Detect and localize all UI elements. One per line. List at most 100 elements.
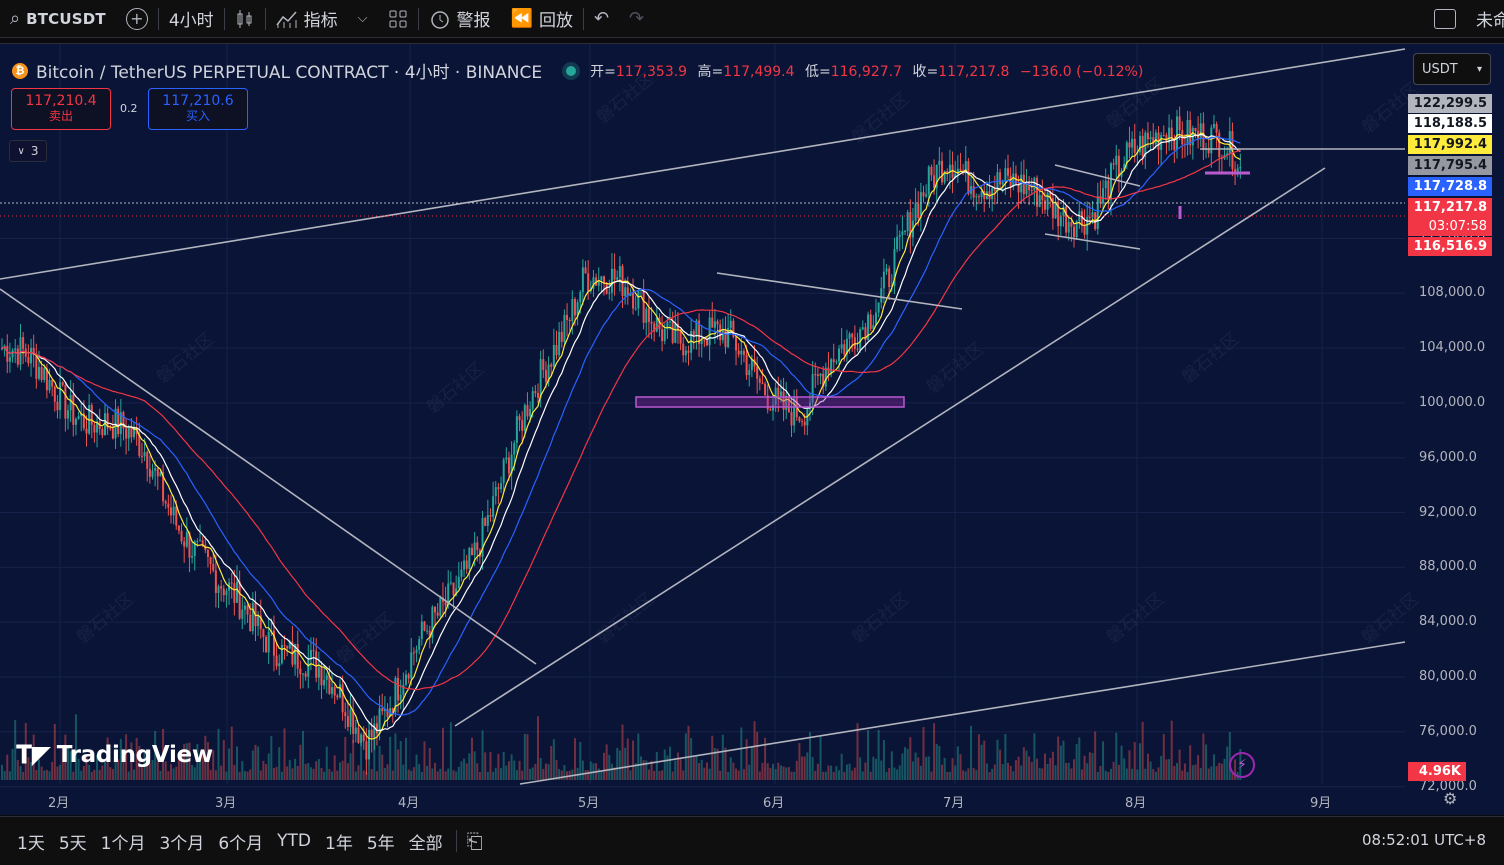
volume-bar (375, 771, 378, 780)
volume-bar (302, 730, 305, 780)
candle-body (447, 583, 450, 606)
redo-button[interactable]: ↷ (619, 0, 654, 38)
volume-bar (362, 770, 365, 780)
volume-bar (785, 767, 788, 780)
candle-body (199, 540, 202, 542)
candle-body (426, 630, 429, 632)
range-button[interactable]: 1年 (325, 833, 353, 854)
volume-bar (294, 758, 297, 780)
sell-button[interactable]: 117,210.4 卖出 (11, 88, 111, 130)
time-tick: 4月 (398, 796, 420, 811)
add-symbol-button[interactable]: + (116, 0, 158, 38)
indicators-button[interactable]: 指标 (266, 0, 348, 38)
volume-bar (309, 767, 312, 780)
chart-canvas[interactable] (0, 44, 1504, 816)
high-key: 高= (697, 63, 724, 80)
candle-body (188, 532, 191, 558)
candle-body (948, 164, 951, 173)
candle-body (278, 663, 281, 667)
candle-body (90, 405, 93, 425)
candle-body (1239, 166, 1242, 169)
range-button[interactable]: 全部 (408, 833, 443, 854)
undo-button[interactable]: ↶ (584, 0, 619, 38)
layouts-button[interactable] (378, 0, 418, 38)
candle-body (24, 348, 27, 357)
divider (455, 830, 457, 852)
volume-bar (280, 771, 283, 780)
candle-body (280, 644, 283, 664)
candle-body (125, 428, 128, 439)
volume-bar (32, 734, 35, 780)
candle-body (666, 321, 669, 330)
candle-body (566, 314, 569, 320)
volume-bar (711, 735, 714, 780)
date-range-icon[interactable]: ⎗ (466, 829, 483, 853)
volume-bar (708, 768, 711, 780)
volume-bar (1096, 771, 1099, 780)
volume-bar (169, 764, 172, 780)
volume-bar (666, 755, 669, 780)
volume-bar (96, 754, 99, 780)
candle-body (1210, 127, 1213, 154)
volume-bar (761, 762, 764, 780)
candle-body (323, 679, 326, 686)
range-button[interactable]: 1个月 (100, 833, 146, 854)
volume-bar (106, 737, 109, 780)
candle-body (737, 350, 740, 355)
volume-bar (22, 771, 25, 780)
volume-bar (793, 771, 796, 780)
range-button[interactable]: 5天 (58, 833, 87, 854)
volume-bar (238, 771, 241, 780)
candle-body (882, 271, 885, 289)
symbol-search[interactable]: ⌕ BTCUSDT (0, 0, 116, 38)
candle-body (61, 382, 64, 385)
alert-button[interactable]: 警报 (419, 0, 501, 38)
buy-button[interactable]: 117,210.6 买入 (148, 88, 248, 130)
candle-body (827, 367, 830, 375)
candle-body (925, 194, 928, 197)
volume-bar (721, 734, 724, 780)
volume-bar (272, 767, 275, 780)
flash-icon[interactable]: ⚡ (1229, 752, 1255, 778)
volume-bar (1083, 755, 1086, 780)
clock[interactable]: 08:52:01 UTC+8 (1362, 831, 1486, 849)
range-button[interactable]: 5年 (366, 833, 395, 854)
volume-bar (3, 771, 6, 780)
candle-body (814, 374, 817, 376)
volume-bar (320, 767, 323, 780)
volume-bar (851, 770, 854, 780)
currency-select[interactable]: USDT ▾ (1413, 53, 1491, 85)
volume-bar (1210, 766, 1213, 780)
volume-bar (1012, 771, 1015, 780)
indicators-toggle[interactable]: ∨ 3 (9, 140, 47, 162)
layout-name[interactable]: 未命 (1466, 0, 1504, 38)
candle-body (835, 361, 838, 363)
range-button[interactable]: 1天 (17, 833, 45, 854)
indicators-dropdown[interactable]: ⌵ (348, 0, 378, 38)
candle-body (378, 708, 381, 734)
volume-bar (296, 765, 299, 780)
gear-icon[interactable]: ⚙ (1443, 789, 1458, 808)
candle-body (1041, 195, 1044, 201)
interval-button[interactable]: 4小时 (159, 0, 224, 38)
volume-bar (822, 771, 825, 780)
candle-body (687, 350, 690, 353)
range-button[interactable]: 3个月 (159, 833, 205, 854)
range-button[interactable]: YTD (277, 831, 311, 851)
volume-bar (1078, 737, 1081, 780)
replay-button[interactable]: ⏪ 回放 (501, 0, 583, 38)
chart-area[interactable]: 磐石社区 磐石社区 磐石社区 磐石社区 磐石社区 磐石社区 磐石社区 磐石社区 磐石社区 磐石社区… (0, 43, 1504, 815)
candle-body (423, 621, 426, 631)
volume-bar (43, 770, 46, 780)
range-button[interactable]: 6个月 (218, 833, 264, 854)
volume-bar (766, 763, 769, 780)
volume-bar (790, 771, 793, 780)
volume-bar (558, 769, 561, 780)
volume-bar (1212, 754, 1215, 780)
candle-body (418, 639, 421, 650)
volume-bar (164, 761, 167, 780)
candle-body (597, 280, 600, 286)
volume-bar (457, 766, 460, 780)
chart-type-button[interactable] (225, 0, 265, 38)
fullscreen-button[interactable] (1424, 0, 1466, 38)
